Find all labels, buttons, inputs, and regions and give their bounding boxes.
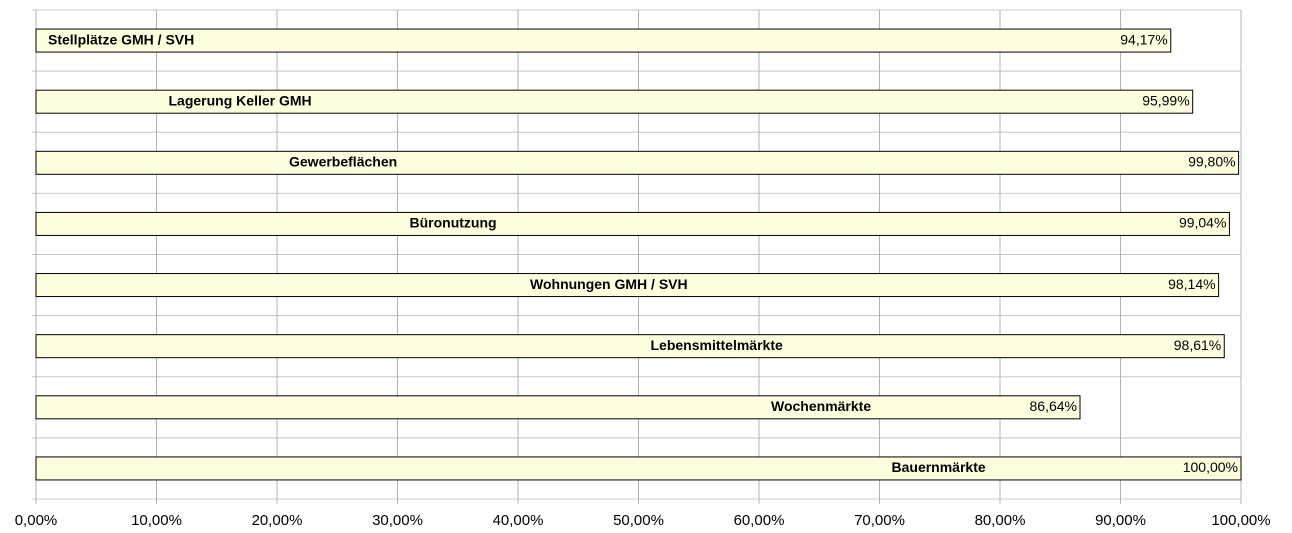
value-label: 99,04% bbox=[1179, 215, 1226, 231]
category-label: Wochenmärkte bbox=[771, 398, 871, 414]
value-label: 94,17% bbox=[1120, 31, 1167, 47]
x-tick-label: 100,00% bbox=[1211, 512, 1270, 529]
value-label: 98,61% bbox=[1174, 337, 1221, 353]
category-label: Lagerung Keller GMH bbox=[169, 92, 312, 108]
bar bbox=[35, 150, 1240, 175]
x-tick-label: 80,00% bbox=[975, 512, 1026, 529]
bar bbox=[35, 334, 1225, 359]
x-tick-label: 0,00% bbox=[15, 512, 58, 529]
x-tick-label: 50,00% bbox=[613, 512, 664, 529]
value-label: 86,64% bbox=[1030, 398, 1077, 414]
value-label: 95,99% bbox=[1142, 92, 1189, 108]
value-label: 98,14% bbox=[1168, 276, 1215, 292]
x-tick-label: 60,00% bbox=[734, 512, 785, 529]
category-label: Bauernmärkte bbox=[892, 459, 986, 475]
bar bbox=[35, 456, 1242, 481]
x-tick-label: 30,00% bbox=[372, 512, 423, 529]
category-label: Lebensmittelmärkte bbox=[651, 337, 783, 353]
x-tick-label: 40,00% bbox=[493, 512, 544, 529]
bar bbox=[35, 89, 1194, 114]
category-label: Stellplätze GMH / SVH bbox=[48, 31, 194, 47]
bar bbox=[35, 395, 1081, 420]
value-label: 100,00% bbox=[1183, 459, 1238, 475]
category-label: Wohnungen GMH / SVH bbox=[530, 276, 688, 292]
x-tick-label: 10,00% bbox=[131, 512, 182, 529]
bar bbox=[35, 211, 1230, 236]
x-tick-label: 20,00% bbox=[252, 512, 303, 529]
category-label: Gewerbeflächen bbox=[289, 154, 397, 170]
x-tick-label: 90,00% bbox=[1095, 512, 1146, 529]
bar bbox=[35, 28, 1172, 53]
bar bbox=[35, 273, 1220, 298]
category-label: Büronutzung bbox=[410, 215, 497, 231]
value-label: 99,80% bbox=[1188, 154, 1235, 170]
x-tick-label: 70,00% bbox=[854, 512, 905, 529]
